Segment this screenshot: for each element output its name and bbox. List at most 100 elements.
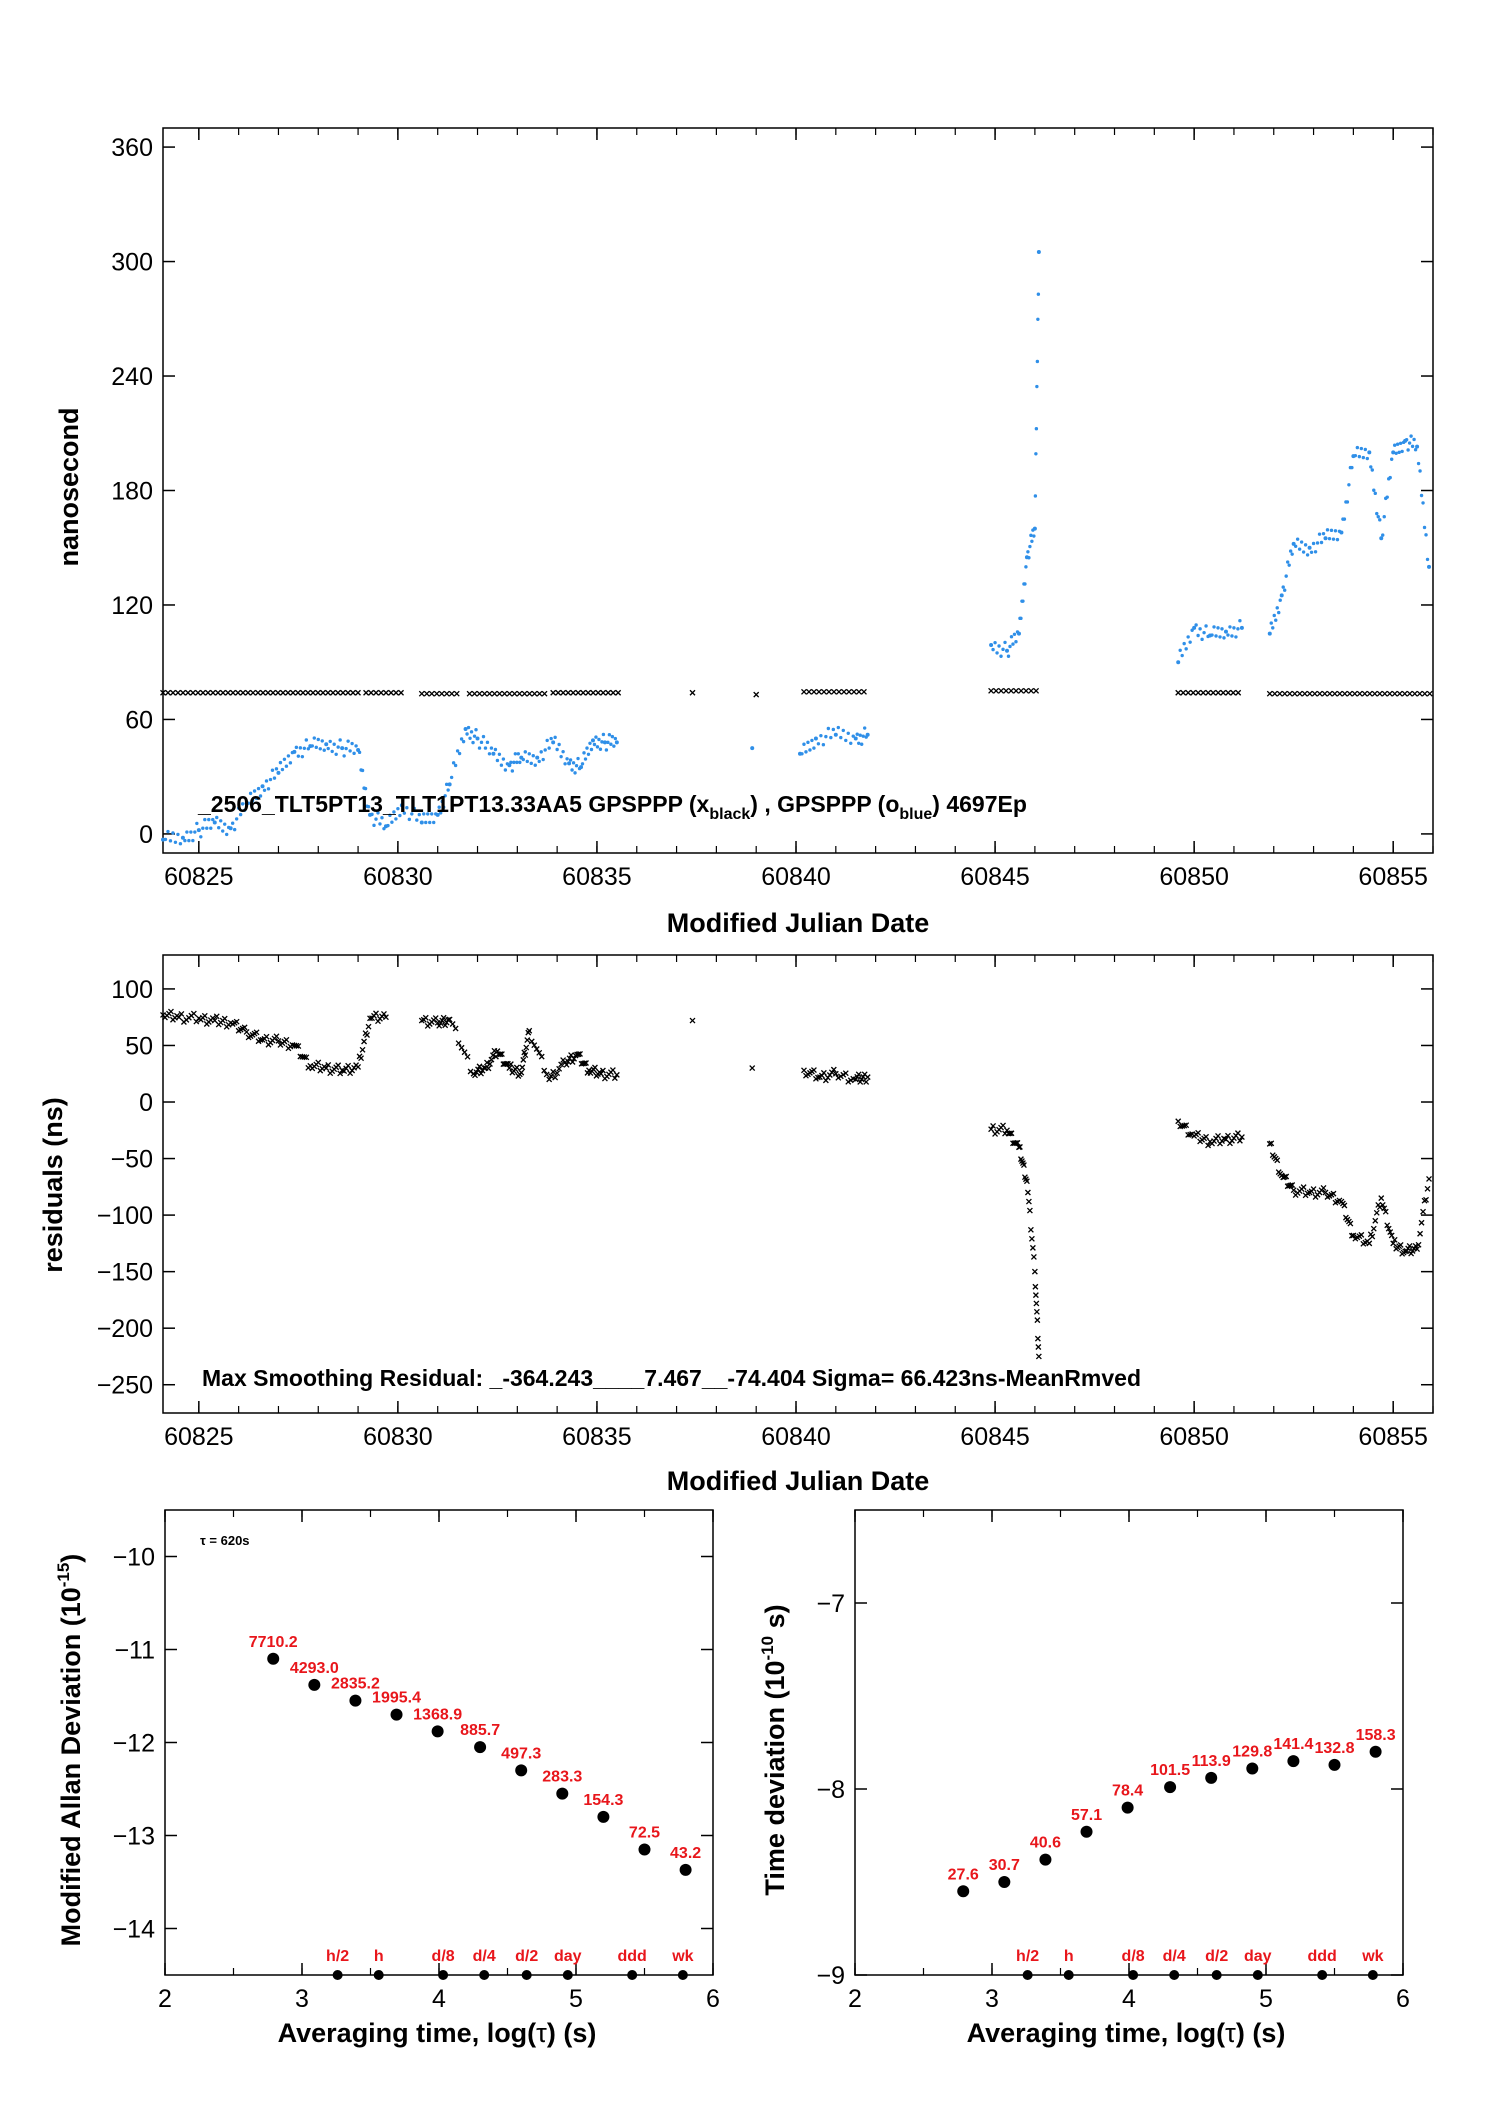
residual-point — [472, 1072, 478, 1079]
blue-series-point — [428, 820, 432, 825]
residual-point — [554, 1070, 561, 1077]
mdev-y-tick-label: −14 — [113, 1916, 156, 1944]
blue-series-point — [451, 761, 456, 765]
black-series-point — [1271, 690, 1278, 697]
blue-series-point — [1012, 632, 1017, 637]
blue-series-point — [203, 817, 207, 822]
blue-series-point — [187, 838, 191, 843]
blue-series-point — [1291, 541, 1296, 546]
mdev-x-tick-label: 2 — [158, 1985, 172, 2013]
residual-point — [1274, 1157, 1281, 1164]
blue-series-point — [993, 640, 997, 645]
residual-point — [1014, 1139, 1021, 1146]
blue-series-point — [579, 765, 584, 770]
mdev-timescale-marker — [373, 1970, 384, 1980]
residual-point — [1290, 1187, 1297, 1194]
residuals-y-tick-label: −50 — [111, 1146, 153, 1174]
mdev-y-title-sup: -15 — [54, 1563, 73, 1588]
blue-series-point — [1418, 469, 1422, 473]
residual-point — [1289, 1182, 1296, 1188]
mdev-timescale-marker — [479, 1970, 490, 1980]
black-series-point — [851, 688, 857, 695]
black-series-point — [1311, 690, 1318, 697]
tdev-point-label: 132.8 — [1314, 1740, 1354, 1757]
residual-point — [168, 1008, 174, 1015]
blue-series-point — [280, 767, 285, 772]
blue-series-point — [1003, 640, 1007, 645]
black-series-point — [516, 690, 523, 697]
tau-note: τ = 620s — [200, 1533, 250, 1548]
blue-series-point — [862, 726, 867, 730]
blue-series-point — [256, 786, 261, 791]
residual-point — [1236, 1137, 1243, 1144]
blue-series-point — [173, 840, 178, 844]
blue-series-point — [386, 823, 390, 828]
tdev-point — [957, 1885, 970, 1898]
residual-point — [233, 1018, 240, 1025]
blue-series-point — [1311, 541, 1316, 546]
residual-point — [1372, 1217, 1379, 1224]
blue-series-point — [1026, 550, 1030, 554]
residual-point — [335, 1062, 342, 1069]
blue-series-point — [808, 748, 812, 752]
blue-series-point — [1279, 593, 1284, 598]
blue-series-point — [606, 740, 610, 745]
residual-point — [990, 1122, 997, 1129]
blue-series-point — [461, 739, 466, 744]
blue-series-point — [523, 750, 527, 754]
residual-point — [1381, 1205, 1388, 1212]
black-series-point — [1175, 689, 1182, 696]
residual-point — [303, 1054, 310, 1061]
blue-series-point — [571, 761, 576, 765]
blue-series-point — [518, 760, 522, 765]
blue-series-point — [189, 830, 193, 834]
blue-series-point — [1034, 452, 1038, 456]
residual-point — [345, 1062, 352, 1069]
blue-series-point — [477, 746, 482, 750]
blue-series-point — [437, 805, 441, 809]
blue-series-point — [561, 749, 565, 754]
black-series-point — [280, 689, 286, 696]
mdev-point-label: 72.5 — [629, 1824, 660, 1841]
blue-series-point — [446, 788, 450, 792]
mdev-timescale-label: d/4 — [473, 1948, 496, 1965]
blue-series-point — [1014, 640, 1018, 644]
blue-series-point — [529, 761, 533, 766]
mdev-x-tick-label: 4 — [432, 1985, 446, 2013]
tdev-point-label: 158.3 — [1356, 1727, 1396, 1744]
mdev-point-label: 283.3 — [542, 1769, 582, 1786]
blue-series-point — [1335, 537, 1340, 542]
tdev-point-label: 141.4 — [1273, 1736, 1313, 1753]
black-series-point — [433, 690, 440, 697]
black-series-point — [1326, 690, 1333, 697]
blue-series-point — [415, 818, 419, 822]
blue-series-point — [991, 647, 995, 652]
tdev-point — [1369, 1745, 1382, 1758]
blue-series-point — [821, 743, 826, 747]
black-series-point — [1200, 689, 1207, 696]
black-series-point — [1018, 687, 1025, 694]
blue-series-point — [260, 784, 265, 789]
residual-point — [1391, 1236, 1398, 1243]
black-series-point — [1336, 690, 1343, 697]
residual-point — [1358, 1231, 1365, 1238]
blue-series-point — [607, 733, 612, 737]
residuals-x-tick-label: 60855 — [1358, 1423, 1428, 1451]
blue-series-point — [1218, 635, 1222, 639]
mdev-point — [308, 1678, 321, 1691]
blue-series-point — [474, 728, 478, 732]
blue-series-point — [1295, 537, 1300, 541]
blue-series-point — [479, 740, 484, 745]
blue-series-point — [614, 740, 619, 745]
blue-series-point — [1347, 483, 1351, 487]
residual-point — [486, 1061, 493, 1067]
blue-series-point — [510, 769, 515, 773]
blue-series-point — [1285, 560, 1290, 564]
blue-series-point — [1009, 634, 1014, 639]
blue-series-point — [610, 734, 615, 739]
blue-series-point — [449, 775, 454, 780]
residual-point — [1025, 1198, 1032, 1205]
blue-series-point — [366, 805, 371, 809]
blue-series-point — [1220, 627, 1224, 631]
